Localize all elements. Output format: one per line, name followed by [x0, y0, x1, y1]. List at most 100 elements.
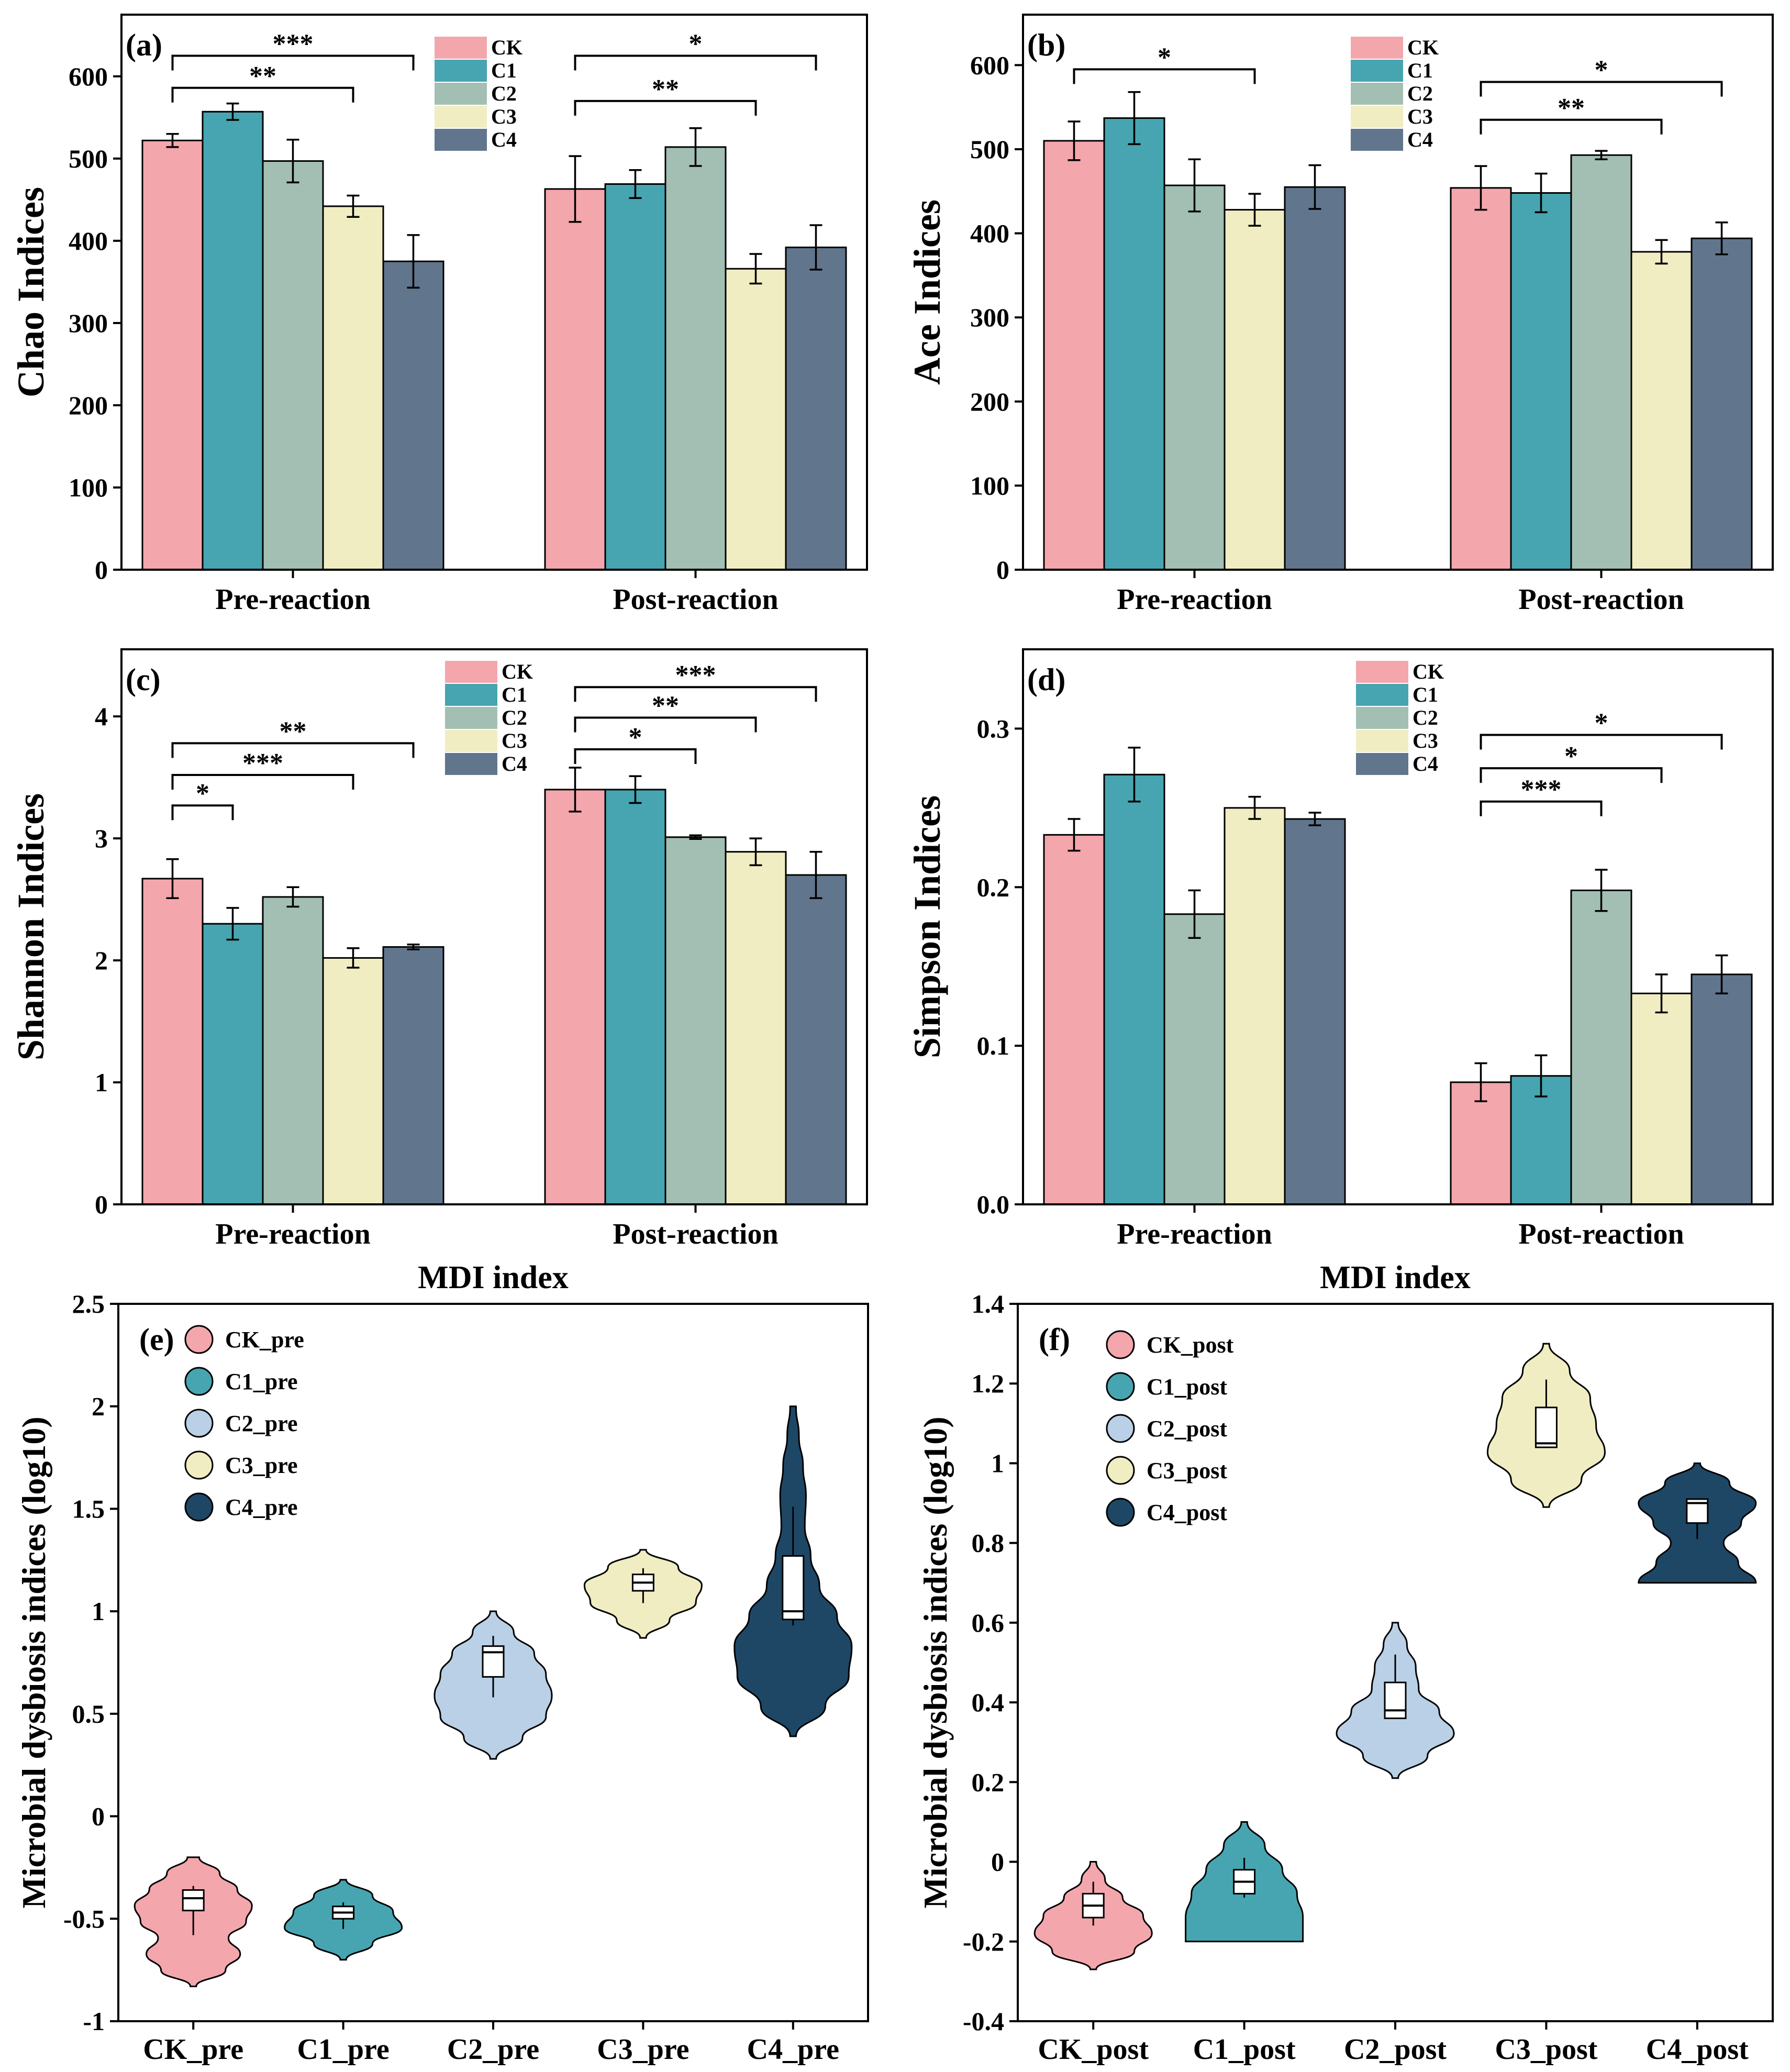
bar-CK-Pre-reaction [141, 139, 204, 571]
legend-label-C3_pre: C3_pre [225, 1453, 298, 1478]
bar-C1-Post-reaction [604, 789, 666, 1205]
legend-label-C1: C1 [491, 59, 517, 82]
panel-label: (b) [1027, 28, 1065, 62]
legend-swatch-CK [435, 37, 487, 59]
legend-label-C4: C4 [1407, 128, 1433, 151]
y-tick-label: -0.2 [963, 1927, 1004, 1956]
legend-label-C3: C3 [491, 105, 517, 128]
legend-label-C4: C4 [1413, 752, 1438, 775]
bar-CK-Pre-reaction [1043, 140, 1105, 571]
y-tick-label: 0.2 [972, 1767, 1005, 1797]
legend-swatch-C3 [435, 106, 487, 128]
legend-label-C2: C2 [502, 706, 527, 729]
significance-bracket [574, 99, 757, 116]
box-C2_pre [482, 1645, 505, 1678]
legend-swatch-CK [1356, 661, 1408, 683]
bar-C1-Post-reaction [604, 183, 666, 571]
x-tick-label: Post-reaction [1518, 1218, 1684, 1250]
legend-swatch-C1 [435, 60, 487, 82]
significance-bracket [1480, 81, 1723, 97]
bar-C1-Pre-reaction [1103, 117, 1165, 571]
legend-swatch-C4 [435, 129, 487, 151]
significance-bracket [171, 804, 234, 821]
legend-swatch-C4 [1351, 129, 1403, 151]
y-tick-label: 600 [970, 50, 1009, 80]
significance-bracket [1480, 118, 1663, 135]
legend-marker-C3_post [1106, 1456, 1135, 1485]
significance-bracket [171, 742, 415, 758]
bar-C3-Post-reaction [1630, 251, 1693, 571]
y-tick-label: -0.4 [963, 2007, 1004, 2036]
x-tick-label: C4_post [1646, 2033, 1749, 2066]
legend-label-C2: C2 [491, 82, 517, 105]
legend-label-CK_pre: CK_pre [225, 1327, 304, 1353]
y-tick-label: 1.4 [972, 1289, 1005, 1318]
significance-label: * [629, 723, 642, 752]
y-tick-label: 1.5 [72, 1494, 105, 1523]
legend-swatch-C4 [1356, 753, 1408, 775]
legend-label-C2_post: C2_post [1147, 1416, 1227, 1442]
x-tick-label: C2_post [1344, 2033, 1447, 2066]
chart-d: 0.0 0.1 0.2 0.3 Pre-reaction Post-reaction Sim… [906, 648, 1774, 1250]
legend-marker-CK_pre [184, 1325, 214, 1354]
y-axis-label: Simpson Indices [906, 795, 948, 1058]
legend-label-C4_pre: C4_pre [225, 1494, 298, 1520]
y-tick-label: 0.1 [977, 1031, 1010, 1060]
bar-C3-Post-reaction [725, 268, 787, 571]
bar-C2-Pre-reaction [262, 160, 324, 571]
y-tick-label: 300 [970, 303, 1009, 332]
bar-C1-Pre-reaction [202, 110, 264, 571]
x-tick-label: Post-reaction [1518, 583, 1684, 616]
significance-bracket [1480, 734, 1723, 750]
x-tick-label: Pre-reaction [1117, 583, 1272, 616]
chart-f: -0.4 -0.2 0 0.2 0.4 0.6 0.8 1 1.2 1.4 CK_post C1_po… [917, 1260, 1774, 2066]
significance-bracket [171, 54, 415, 71]
y-tick-label: 0.4 [972, 1688, 1005, 1717]
panel-label: (e) [139, 1322, 174, 1357]
y-tick-label: 1 [991, 1448, 1004, 1478]
plot-frame [1022, 14, 1774, 571]
x-tick-label: C1_pre [297, 2033, 389, 2066]
bar-C3-Post-reaction [725, 851, 787, 1205]
bar-C2-Pre-reaction [1163, 913, 1226, 1205]
legend-label-C1: C1 [1413, 683, 1438, 706]
legend-label-C1: C1 [502, 683, 527, 706]
y-tick-label: 0.6 [972, 1608, 1005, 1637]
y-axis-label: Microbial dysbiosis indices (log10) [917, 1416, 954, 1908]
legend-marker-C1_pre [184, 1367, 214, 1396]
bar-C4-Post-reaction [785, 246, 847, 571]
bar-C4-Post-reaction [785, 874, 847, 1205]
panel-label: (d) [1027, 662, 1065, 697]
significance-label: * [1595, 708, 1608, 738]
legend-swatch-CK [1351, 37, 1403, 59]
significance-label: ** [280, 716, 307, 746]
significance-bracket [574, 54, 817, 71]
y-tick-label: 0 [95, 555, 108, 584]
y-axis-label: Ace Indices [906, 200, 948, 385]
bar-C4-Pre-reaction [382, 946, 444, 1205]
legend-label-C2_pre: C2_pre [225, 1411, 298, 1436]
significance-label: *** [273, 29, 314, 59]
plot-frame [120, 648, 868, 1205]
bar-C4-Pre-reaction [1284, 818, 1346, 1205]
legend-label-CK: CK [1413, 660, 1444, 683]
bar-C3-Pre-reaction [1224, 807, 1286, 1205]
x-tick-label: Post-reaction [613, 583, 778, 616]
y-tick-label: 200 [69, 391, 108, 420]
significance-bracket [574, 716, 757, 733]
legend-swatch-C2 [1351, 83, 1403, 105]
chart-title: MDI index [418, 1260, 569, 1295]
significance-label: ** [652, 74, 679, 104]
y-axis-label: Shannon Indices [10, 793, 52, 1060]
legend-swatch-CK [445, 661, 497, 683]
bar-C2-Post-reaction [1570, 889, 1632, 1205]
y-axis-label: Chao Indices [10, 187, 52, 397]
bar-CK-Post-reaction [544, 789, 606, 1205]
y-tick-label: 0 [92, 1802, 105, 1831]
chart-e: -1 -0.5 0 0.5 1 1.5 2 2.5 CK_pre C1_pre C2_pre C3_p… [15, 1260, 869, 2066]
y-tick-label: 500 [69, 144, 108, 173]
significance-label: * [196, 779, 209, 808]
bar-CK-Post-reaction [1450, 187, 1512, 571]
legend-label-C4: C4 [502, 752, 527, 775]
